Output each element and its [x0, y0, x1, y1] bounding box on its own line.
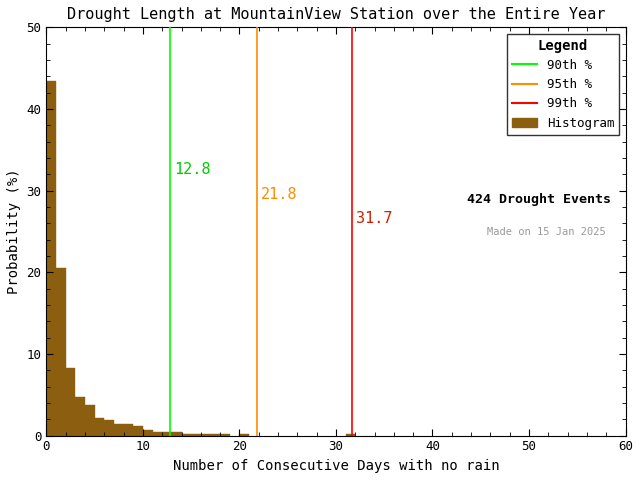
Text: 21.8: 21.8	[260, 187, 297, 202]
Text: 12.8: 12.8	[174, 162, 211, 177]
Text: 31.7: 31.7	[356, 211, 393, 226]
Bar	[152, 432, 162, 436]
Bar	[124, 424, 133, 436]
Bar	[56, 268, 66, 436]
Legend: 90th %, 95th %, 99th %, Histogram: 90th %, 95th %, 99th %, Histogram	[507, 34, 620, 134]
Bar	[104, 420, 114, 436]
Bar	[85, 405, 95, 436]
Bar	[211, 434, 220, 436]
Bar	[172, 432, 182, 436]
Bar	[201, 434, 211, 436]
Bar	[220, 434, 230, 436]
Bar	[114, 424, 124, 436]
Bar	[191, 434, 201, 436]
Bar	[76, 397, 85, 436]
Bar	[133, 426, 143, 436]
Bar	[162, 432, 172, 436]
Bar	[95, 419, 104, 436]
Text: Made on 15 Jan 2025: Made on 15 Jan 2025	[486, 228, 605, 238]
Bar	[182, 434, 191, 436]
Bar	[66, 368, 76, 436]
Bar	[239, 434, 249, 436]
Bar	[346, 434, 355, 436]
Title: Drought Length at MountainView Station over the Entire Year: Drought Length at MountainView Station o…	[67, 7, 605, 22]
Y-axis label: Probability (%): Probability (%)	[7, 168, 21, 294]
Bar	[143, 430, 152, 436]
Text: 424 Drought Events: 424 Drought Events	[467, 192, 611, 205]
Bar	[46, 81, 56, 436]
X-axis label: Number of Consecutive Days with no rain: Number of Consecutive Days with no rain	[173, 459, 499, 473]
